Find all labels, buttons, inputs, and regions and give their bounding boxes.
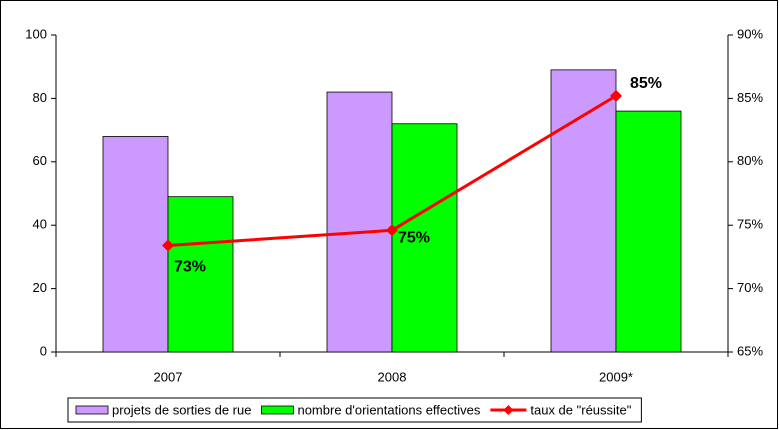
y-tick-label: 100: [25, 26, 47, 41]
data-label: 85%: [630, 75, 662, 92]
bar: [391, 123, 458, 353]
line-marker: [162, 239, 174, 252]
y-tick-label: 60: [33, 153, 47, 168]
bar: [326, 91, 393, 353]
data-label: 75%: [398, 229, 430, 246]
legend-swatch: [503, 405, 514, 415]
y2-tick-label: 80%: [737, 153, 763, 168]
legend-swatch: [75, 405, 109, 415]
x-tick-label: 2009*: [599, 369, 633, 384]
legend-label: projets de sorties de rue: [112, 402, 251, 417]
y-tick-label: 20: [33, 280, 47, 295]
legend-label: taux de "réussite": [530, 402, 631, 417]
bar: [167, 196, 234, 353]
line-marker: [610, 89, 622, 102]
legend-label: nombre d'orientations effectives: [297, 402, 480, 417]
x-tick-label: 2007: [154, 369, 183, 384]
data-label: 73%: [174, 259, 206, 276]
y-tick-label: 80: [33, 90, 47, 105]
y-tick-label: 40: [33, 217, 47, 232]
line-marker: [386, 224, 398, 237]
legend-box: [67, 397, 642, 423]
bar: [102, 136, 169, 353]
y2-tick-label: 75%: [737, 217, 763, 232]
bar: [550, 69, 617, 353]
legend: projets de sorties de rue nombre d'orient…: [67, 397, 642, 423]
y2-tick-label: 90%: [737, 26, 763, 41]
y2-tick-label: 85%: [737, 90, 763, 105]
y2-tick-label: 70%: [737, 280, 763, 295]
legend-swatch: [261, 405, 294, 415]
y2-tick-label: 65%: [737, 343, 763, 358]
y-tick-label: 0: [40, 343, 47, 358]
bar: [615, 110, 682, 353]
x-tick-label: 2008: [378, 369, 407, 384]
